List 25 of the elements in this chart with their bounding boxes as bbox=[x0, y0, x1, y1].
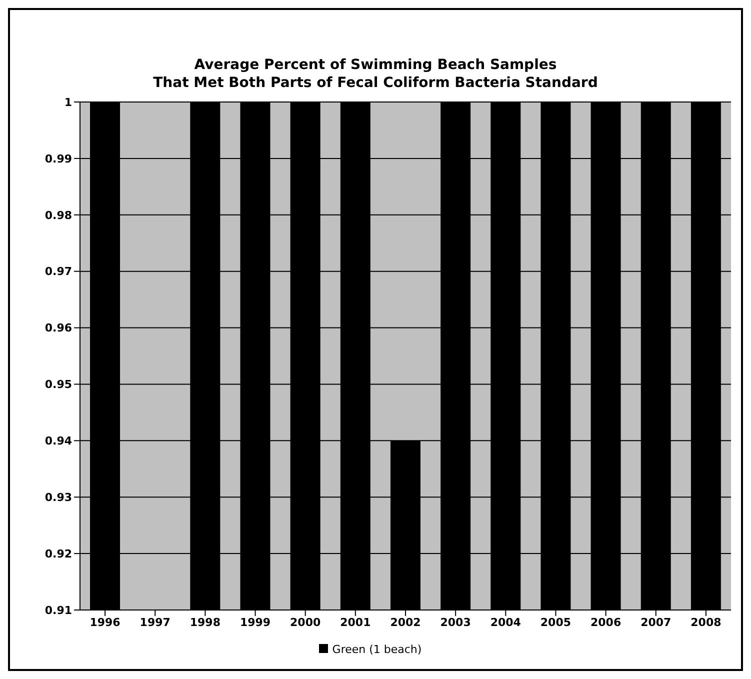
y-tick-label: 0.92 bbox=[44, 547, 72, 560]
y-tick-label: 0.97 bbox=[44, 265, 72, 278]
x-tick-label: 1998 bbox=[190, 616, 221, 629]
x-tick-label: 1997 bbox=[140, 616, 170, 629]
x-tick-label: 2007 bbox=[640, 616, 672, 629]
x-tick-label: 2003 bbox=[440, 616, 471, 629]
x-tick-label: 1999 bbox=[240, 616, 271, 629]
y-tick-label: 0.96 bbox=[44, 322, 72, 335]
x-tick-label: 2001 bbox=[340, 616, 371, 629]
y-tick-label: 0.94 bbox=[44, 434, 72, 448]
chart-title: Average Percent of Swimming Beach Samples That Met Both Parts of Fecal Coliform Bacteria Standard bbox=[152, 56, 599, 92]
x-tick-label: 2005 bbox=[540, 616, 572, 629]
y-tick-label: 0.91 bbox=[44, 604, 72, 617]
y-tick-label: 1 bbox=[64, 96, 72, 109]
x-tick-label: 1996 bbox=[90, 616, 121, 629]
x-tick-label: 2008 bbox=[690, 616, 722, 629]
y-tick-label: 0.98 bbox=[44, 208, 72, 222]
y-tick-label: 0.95 bbox=[44, 378, 72, 392]
y-tick-label: 0.93 bbox=[44, 491, 72, 504]
x-tick-label: 2000 bbox=[290, 616, 321, 629]
x-tick-label: 2004 bbox=[490, 616, 522, 629]
x-tick-label: 2002 bbox=[390, 616, 421, 629]
y-tick-label: 0.99 bbox=[44, 152, 72, 166]
x-tick-label: 2006 bbox=[590, 616, 622, 629]
legend-label: Green (1 beach) bbox=[332, 643, 422, 656]
